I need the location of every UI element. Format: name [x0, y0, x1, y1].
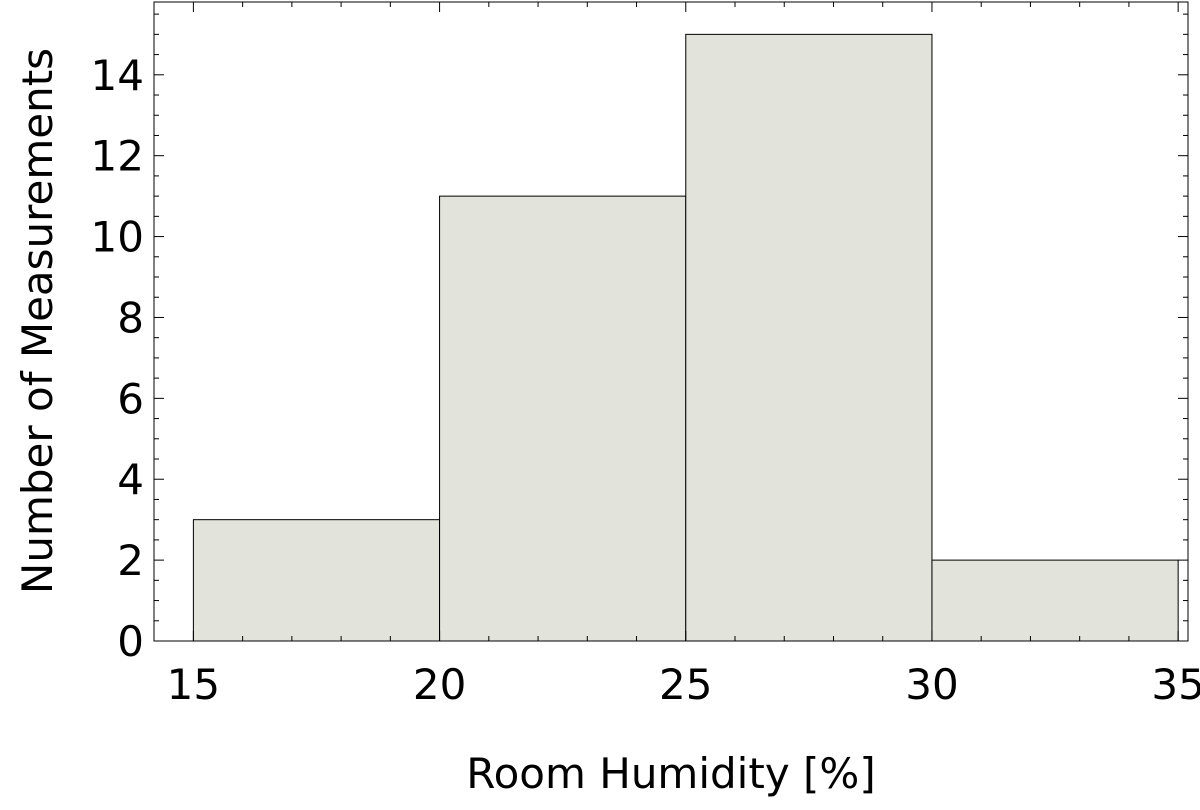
y-tick-label: 8 — [117, 293, 144, 342]
x-tick-label: 15 — [167, 660, 220, 709]
histogram-bar-3 — [685, 33, 933, 642]
histogram-bar-4 — [931, 559, 1179, 642]
y-tick-label: 0 — [117, 617, 144, 666]
x-axis-title: Room Humidity [%] — [466, 749, 875, 798]
y-tick-label: 14 — [91, 51, 144, 100]
histogram-bar-2 — [439, 195, 687, 642]
histogram-bar-1 — [192, 519, 441, 642]
x-tick-label: 35 — [1151, 660, 1200, 709]
bars-layer — [192, 33, 1179, 642]
y-axis-title: Number of Measurements — [13, 48, 62, 594]
plot-frame — [153, 1, 1189, 642]
y-tick-label: 4 — [117, 455, 144, 504]
x-tick-label: 20 — [413, 660, 466, 709]
y-tick-label: 6 — [117, 374, 144, 423]
y-tick-label: 12 — [91, 132, 144, 181]
x-tick-label: 25 — [659, 660, 712, 709]
plot-border — [153, 1, 1189, 642]
x-tick-label: 30 — [905, 660, 958, 709]
axis-ticks — [154, 2, 1188, 642]
y-tick-label: 10 — [91, 213, 144, 262]
y-tick-label: 2 — [117, 536, 144, 585]
tick-labels: 15 20 25 30 35 0 2 4 6 8 10 12 14 — [91, 51, 1200, 709]
